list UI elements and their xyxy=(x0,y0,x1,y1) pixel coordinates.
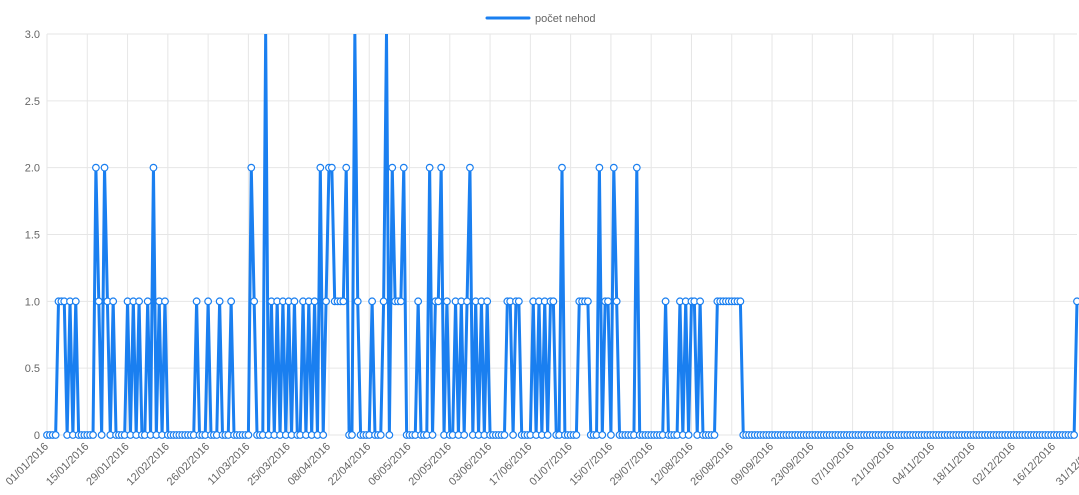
data-point[interactable] xyxy=(607,431,615,439)
data-point[interactable] xyxy=(460,431,469,439)
y-tick-label: 0.5 xyxy=(25,363,40,375)
data-point[interactable] xyxy=(109,297,118,306)
x-tick-label: 31/12/2016 xyxy=(1054,441,1079,488)
data-point[interactable] xyxy=(399,163,408,172)
data-point[interactable] xyxy=(143,297,152,306)
y-tick-label: 2.5 xyxy=(25,96,40,108)
data-point[interactable] xyxy=(661,297,670,306)
data-point[interactable] xyxy=(327,163,336,172)
data-point[interactable] xyxy=(1073,297,1079,306)
data-point[interactable] xyxy=(483,297,492,306)
data-point[interactable] xyxy=(543,431,552,439)
data-point[interactable] xyxy=(353,297,362,306)
data-point[interactable] xyxy=(215,297,224,306)
data-point[interactable] xyxy=(97,431,106,439)
data-point[interactable] xyxy=(396,297,405,306)
y-tick-label: 3.0 xyxy=(25,29,40,41)
y-tick-label: 2.0 xyxy=(25,163,40,175)
data-point[interactable] xyxy=(632,163,641,172)
data-point[interactable] xyxy=(604,297,612,306)
x-tick-label: 16/12/2016 xyxy=(1011,441,1058,488)
data-point[interactable] xyxy=(339,297,348,306)
data-point[interactable] xyxy=(710,431,719,439)
data-point[interactable] xyxy=(434,297,443,306)
data-point[interactable] xyxy=(549,297,558,306)
data-point[interactable] xyxy=(319,431,328,439)
data-point[interactable] xyxy=(92,163,100,172)
data-point[interactable] xyxy=(1070,431,1079,439)
data-point[interactable] xyxy=(71,297,80,306)
data-point[interactable] xyxy=(514,297,523,306)
data-point[interactable] xyxy=(247,163,256,172)
data-point[interactable] xyxy=(250,297,259,306)
x-tick-label: 21/10/2016 xyxy=(850,441,897,488)
data-point[interactable] xyxy=(379,297,388,306)
data-point[interactable] xyxy=(322,297,330,306)
data-point[interactable] xyxy=(595,163,604,172)
data-point[interactable] xyxy=(425,163,434,172)
data-point[interactable] xyxy=(609,163,618,172)
y-tick-label: 0 xyxy=(34,430,40,442)
data-point[interactable] xyxy=(388,163,397,172)
data-point[interactable] xyxy=(368,297,377,306)
data-point[interactable] xyxy=(348,431,356,439)
data-point[interactable] xyxy=(135,297,143,306)
data-point[interactable] xyxy=(149,163,158,172)
data-point[interactable] xyxy=(466,163,474,172)
data-point[interactable] xyxy=(227,297,236,306)
y-axis-ticks: 0 0.5 1.0 1.5 2.0 2.5 3.0 xyxy=(25,29,40,442)
data-point[interactable] xyxy=(204,297,213,306)
data-point[interactable] xyxy=(443,297,451,306)
data-point[interactable] xyxy=(684,431,693,439)
y-tick-label: 1.5 xyxy=(25,230,40,242)
data-point[interactable] xyxy=(342,163,351,172)
data-point[interactable] xyxy=(94,297,103,306)
y-tick-label: 1.0 xyxy=(25,296,40,308)
data-point[interactable] xyxy=(612,297,621,306)
x-axis-ticks: 01/01/201615/01/201629/01/201612/02/2016… xyxy=(4,441,1079,488)
data-point[interactable] xyxy=(437,163,446,172)
data-point[interactable] xyxy=(89,431,97,439)
legend-label: počet nehod xyxy=(535,13,596,25)
data-point[interactable] xyxy=(244,431,253,439)
data-point[interactable] xyxy=(310,297,319,306)
data-point[interactable] xyxy=(414,297,423,306)
data-point[interactable] xyxy=(598,431,607,439)
data-point[interactable] xyxy=(385,431,394,439)
data-point[interactable] xyxy=(736,297,745,306)
series-pocet-nehod xyxy=(43,34,1079,439)
data-point[interactable] xyxy=(558,163,566,172)
data-point[interactable] xyxy=(100,163,109,172)
data-point[interactable] xyxy=(696,297,704,306)
data-point[interactable] xyxy=(161,297,169,306)
data-point[interactable] xyxy=(316,163,325,172)
data-point[interactable] xyxy=(572,431,581,439)
legend[interactable]: počet nehod xyxy=(485,13,596,25)
x-tick-label: 04/11/2016 xyxy=(890,441,937,488)
data-point[interactable] xyxy=(376,431,385,439)
data-point[interactable] xyxy=(290,297,299,306)
data-point[interactable] xyxy=(463,297,471,306)
data-point[interactable] xyxy=(51,431,60,439)
data-point[interactable] xyxy=(509,431,517,439)
data-point[interactable] xyxy=(500,431,509,439)
data-point[interactable] xyxy=(192,297,201,306)
data-point[interactable] xyxy=(583,297,592,306)
data-point[interactable] xyxy=(428,431,437,439)
x-tick-label: 26/02/2016 xyxy=(165,441,212,488)
